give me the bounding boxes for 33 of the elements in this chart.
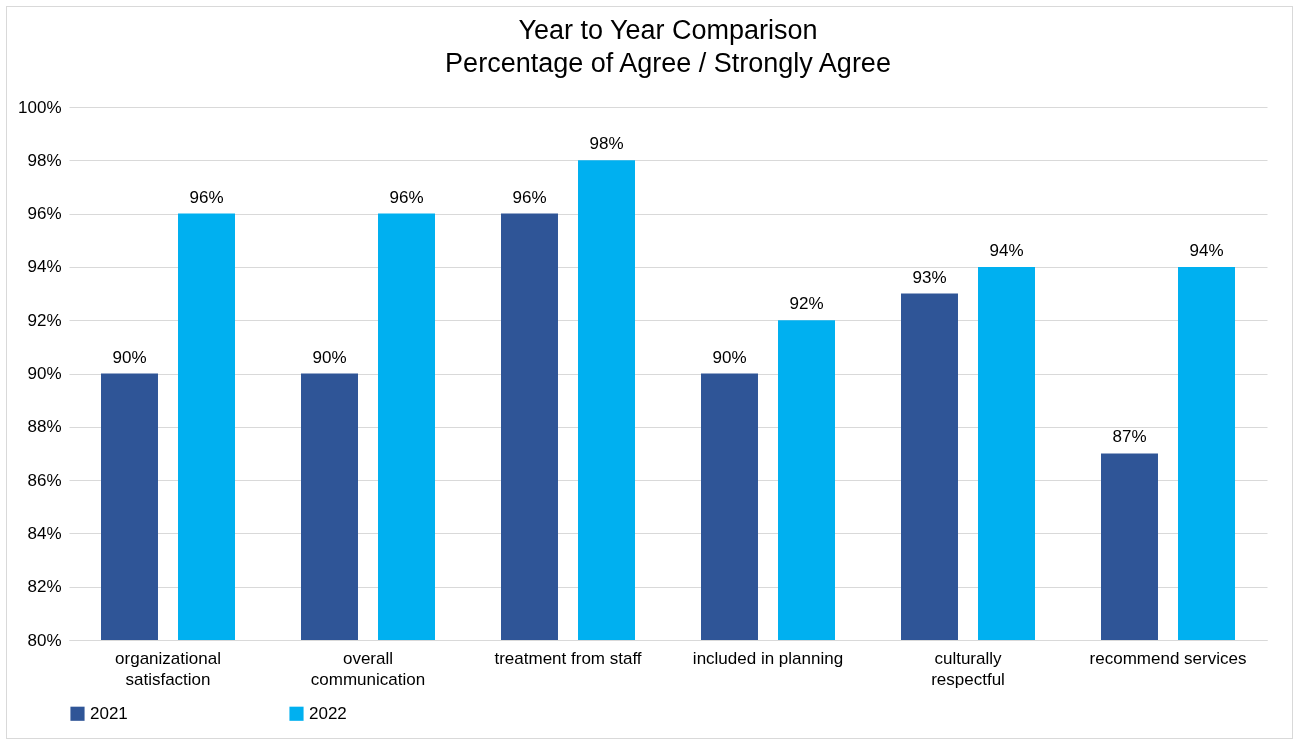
data-label: 90% bbox=[312, 347, 347, 367]
x-tick-label: overall communication bbox=[310, 648, 426, 689]
data-label: 90% bbox=[112, 347, 147, 367]
data-label: 94% bbox=[989, 240, 1024, 260]
data-label: 90% bbox=[712, 347, 747, 367]
data-label: 96% bbox=[189, 187, 224, 207]
data-label: 87% bbox=[1112, 427, 1147, 447]
legend-label: 2022 bbox=[309, 703, 347, 723]
data-label: 93% bbox=[912, 267, 947, 287]
y-tick-label: 100% bbox=[18, 97, 62, 117]
y-tick-label: 88% bbox=[27, 417, 62, 437]
x-tick-label: organizational satisfaction bbox=[115, 648, 221, 689]
data-label: 96% bbox=[512, 187, 547, 207]
y-tick-label: 84% bbox=[27, 523, 62, 543]
y-tick-label: 80% bbox=[27, 630, 62, 650]
x-tick-label: included in planning bbox=[692, 648, 844, 668]
x-tick-label: culturally respectful bbox=[931, 648, 1005, 689]
data-label: 94% bbox=[1189, 240, 1224, 260]
chart-subtitle: Percentage of Agree / Strongly Agree bbox=[445, 48, 891, 78]
chart-title: Year to Year Comparison bbox=[518, 15, 818, 45]
y-tick-label: 96% bbox=[27, 204, 62, 224]
y-tick-label: 90% bbox=[27, 364, 62, 383]
data-label: 98% bbox=[589, 134, 624, 154]
y-tick-label: 86% bbox=[27, 470, 62, 490]
y-tick-label: 92% bbox=[27, 310, 62, 330]
data-label: 96% bbox=[389, 187, 424, 207]
legend-label: 2021 bbox=[90, 703, 128, 723]
y-tick-label: 82% bbox=[27, 577, 62, 597]
y-tick-label: 98% bbox=[27, 150, 62, 170]
x-tick-label: recommend services bbox=[1089, 648, 1247, 668]
data-label: 92% bbox=[789, 294, 824, 314]
x-tick-label: treatment from staff bbox=[494, 648, 642, 668]
y-tick-label: 94% bbox=[27, 257, 62, 277]
